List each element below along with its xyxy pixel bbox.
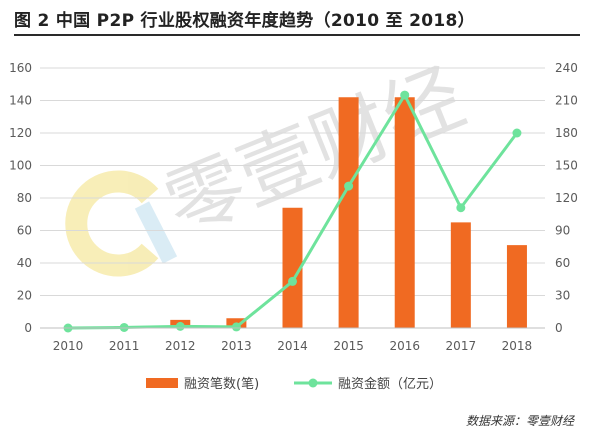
chart-title: 图 2 中国 P2P 行业股权融资年度趋势（2010 至 2018） (14, 11, 475, 31)
y-right-tick-label: 90 (555, 224, 570, 238)
line-point (456, 203, 466, 213)
x-tick-label: 2012 (165, 339, 196, 353)
legend-swatch-bar (146, 378, 178, 388)
bar-series (114, 97, 527, 328)
y-left-tick-label: 20 (17, 289, 32, 303)
bar (338, 97, 359, 328)
legend: 融资笔数(笔) 融资金额（亿元） (146, 376, 442, 392)
line-point (512, 128, 522, 138)
y-left-tick-label: 40 (17, 256, 32, 270)
x-tick-label: 2017 (446, 339, 477, 353)
line-point (344, 181, 354, 191)
y-right-tick-label: 120 (555, 191, 578, 205)
legend-marker-line (308, 378, 318, 388)
x-tick-label: 2014 (277, 339, 308, 353)
watermark: 零壹财经 (65, 52, 476, 277)
line-point (231, 322, 241, 332)
line-point (119, 322, 129, 332)
legend-item-bar: 融资笔数(笔) (146, 376, 259, 392)
y-left-tick-label: 80 (17, 191, 32, 205)
bar (282, 207, 303, 328)
data-source: 数据来源：零壹财经 (465, 414, 574, 428)
y-right-tick-label: 0 (555, 321, 563, 335)
x-tick-label: 2016 (389, 339, 420, 353)
x-tick-label: 2018 (502, 339, 533, 353)
watermark-text: 零壹财经 (153, 52, 476, 252)
x-tick-label: 2011 (109, 339, 140, 353)
legend-label-line: 融资金额（亿元） (338, 376, 442, 392)
line-point (175, 321, 185, 331)
bar (394, 97, 415, 328)
legend-label-bar: 融资笔数(笔) (184, 376, 259, 392)
y-left-tick-label: 60 (17, 224, 32, 238)
y-right-tick-label: 150 (555, 159, 578, 173)
line-point (288, 276, 297, 286)
y-left-tick-label: 160 (9, 61, 32, 75)
title-underline (14, 34, 580, 36)
y-right-tick-label: 60 (555, 256, 570, 270)
y-right-tick-label: 30 (555, 289, 570, 303)
x-tick-label: 2010 (53, 339, 84, 353)
x-tick-label: 2015 (333, 339, 364, 353)
legend-item-line: 融资金额（亿元） (294, 376, 442, 392)
y-right-tick-label: 180 (555, 126, 578, 140)
watermark-logo-icon (65, 170, 178, 277)
line-series (63, 90, 522, 333)
y-right-tick-label: 240 (555, 61, 578, 75)
x-tick-label: 2013 (221, 339, 252, 353)
y-left-tick-label: 140 (9, 94, 32, 108)
line-point (400, 90, 410, 100)
y-left-tick-label: 100 (9, 159, 32, 173)
y-left-tick-label: 120 (9, 126, 32, 140)
y-right-tick-label: 210 (555, 94, 578, 108)
axes: 0 20 40 60 80 100 120 140 160 0 30 60 90 120 150 180 210… (9, 61, 578, 353)
bar (450, 222, 471, 328)
y-left-tick-label: 0 (24, 321, 32, 335)
bar (506, 245, 527, 328)
